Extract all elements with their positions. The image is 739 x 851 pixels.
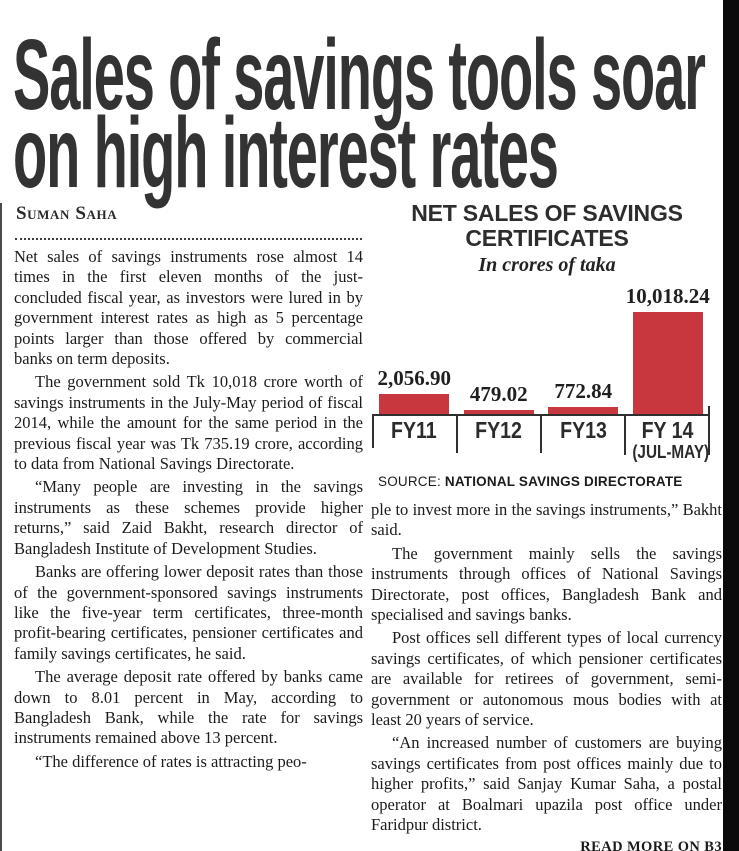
- scan-left-hairline: [0, 203, 2, 851]
- scan-edge-strip: [723, 0, 739, 851]
- byline-divider: [15, 228, 362, 240]
- chart-subtitle: In crores of taka: [478, 254, 616, 276]
- chart-bar-fy11: [379, 394, 450, 415]
- chart-source: SOURCE: NATIONAL SAVINGS DIRECTORATE: [378, 474, 683, 489]
- headline-line2: on high interest rates: [13, 97, 559, 209]
- paragraph: Post offices sell different types of loc…: [371, 628, 722, 730]
- headline-line1: Sales of savings tools soar: [13, 19, 706, 131]
- paragraph: Banks are offering lower deposit rates t…: [14, 562, 363, 663]
- x-axis-labels: FY11 FY12 FY13 FY 14 (JUL-MAY): [372, 406, 710, 467]
- bar-chart: 2,056.90 479.02 772.84 10,018.24: [372, 282, 711, 416]
- axis-tick: [456, 415, 458, 453]
- x-label-fy13: FY13: [559, 417, 607, 443]
- x-sublabel-fy14: (JUL-MAY): [631, 442, 709, 462]
- bar-value-label-fy13: 772.84: [554, 379, 613, 403]
- source-name: NATIONAL SAVINGS DIRECTORATE: [444, 474, 683, 489]
- read-more-note: READ MORE ON B3: [580, 838, 722, 851]
- article-column-left: Net sales of savings instruments rose al…: [14, 247, 363, 775]
- chart-bar-fy13: [548, 407, 619, 415]
- axis-tick: [372, 415, 374, 448]
- x-label-fy14: FY 14 (JUL-MAY): [631, 417, 709, 462]
- article-column-right: ple to invest more in the savings instru…: [371, 500, 722, 851]
- chart-title-line2: CERTIFICATES: [465, 225, 629, 251]
- paragraph: The government mainly sells the savings …: [371, 543, 722, 625]
- paragraph: The government sold Tk 10,018 crore wort…: [14, 372, 363, 474]
- chart-header: NET SALES OF SAVINGS CERTIFICATES In cro…: [373, 201, 721, 277]
- paragraph: “Many people are investing in the saving…: [14, 477, 363, 558]
- chart-title-line1: NET SALES OF SAVINGS: [411, 200, 683, 226]
- chart-column-fy12: 479.02: [457, 282, 542, 415]
- byline: Suman Saha: [16, 203, 118, 224]
- paragraph: ple to invest more in the savings instru…: [371, 500, 722, 540]
- chart-column-fy14: 10,018.24: [626, 282, 711, 415]
- axis-tick: [540, 415, 542, 453]
- axis-tick: [624, 415, 626, 455]
- bar-value-label-fy12: 479.02: [469, 382, 528, 406]
- chart-bar-fy14: [632, 312, 703, 415]
- paragraph: “An increased number of customers are bu…: [371, 733, 722, 835]
- chart-bar-fy12: [463, 410, 534, 415]
- chart-column-fy11: 2,056.90: [372, 282, 457, 415]
- headline: Sales of savings tools soar on high inte…: [13, 19, 706, 209]
- chart-column-fy13: 772.84: [541, 282, 626, 415]
- bar-value-label-fy11: 2,056.90: [377, 366, 452, 390]
- x-label-fy12: FY12: [475, 417, 523, 443]
- paragraph: Net sales of savings instruments rose al…: [14, 247, 363, 369]
- source-prefix: SOURCE:: [378, 474, 441, 489]
- axis-tick: [708, 406, 710, 455]
- bar-value-label-fy14: 10,018.24: [625, 284, 710, 308]
- x-label-fy11: FY11: [391, 417, 438, 443]
- paragraph: The average deposit rate offered by bank…: [14, 667, 363, 748]
- paragraph: “The difference of rates is attracting p…: [35, 751, 307, 771]
